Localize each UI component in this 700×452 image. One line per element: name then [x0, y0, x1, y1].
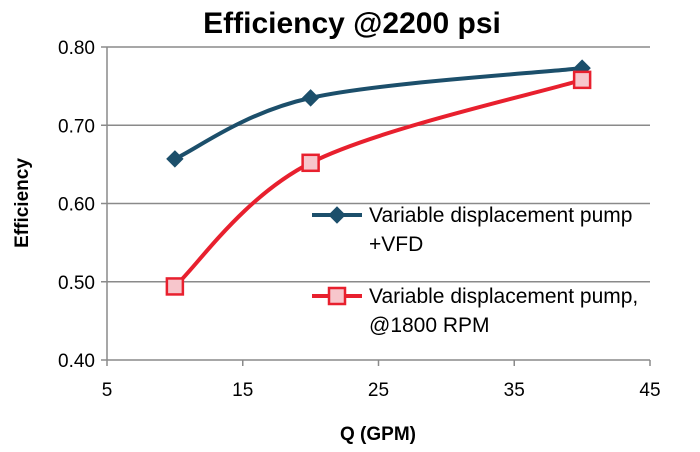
series-1	[166, 59, 591, 168]
square-marker	[572, 70, 592, 90]
series-line	[172, 66, 585, 161]
grid-lines	[101, 46, 651, 366]
y-tick-label: 0.60	[58, 195, 95, 216]
x-tick-label: 5	[102, 380, 113, 401]
y-tick-label: 0.40	[58, 351, 95, 372]
x-tick-label: 35	[504, 380, 525, 401]
diamond-marker	[166, 150, 184, 168]
legend-item-2: Variable displacement pump, @1800 RPM	[312, 285, 638, 337]
y-tick-label: 0.70	[58, 116, 95, 137]
x-axis-title: Q (GPM)	[340, 424, 416, 445]
x-tick-label: 25	[368, 380, 389, 401]
chart-title: Efficiency @2200 psi	[203, 7, 501, 40]
legend: Variable displacement pump +VFD Variable d…	[312, 204, 638, 337]
series-layer	[165, 59, 592, 296]
y-tick-label: 0.80	[58, 38, 95, 59]
diamond-marker	[301, 89, 320, 107]
square-marker	[165, 277, 185, 296]
series-2	[165, 70, 592, 296]
x-tick-label: 15	[232, 380, 253, 401]
legend-marker	[328, 206, 346, 224]
legend-marker	[327, 286, 347, 306]
y-axis-title: Efficiency	[12, 158, 33, 248]
square-marker	[301, 153, 320, 173]
x-tick-labels: 5 15 25 35 45	[102, 380, 661, 401]
y-tick-labels: 0.40 0.50 0.60 0.70 0.80	[58, 38, 95, 372]
legend-item-1: Variable displacement pump +VFD	[312, 204, 632, 256]
x-tick-label: 45	[639, 380, 660, 401]
y-tick-label: 0.50	[58, 273, 95, 294]
legend-label: Variable displacement pump +VFD	[369, 204, 632, 256]
legend-label: Variable displacement pump, @1800 RPM	[369, 285, 638, 337]
